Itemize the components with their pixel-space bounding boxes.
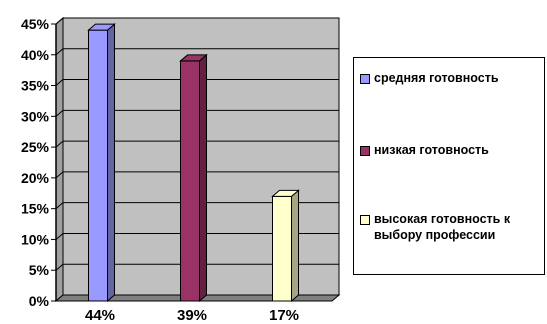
gridline	[55, 202, 339, 210]
gridline	[55, 17, 339, 25]
bars	[87, 23, 300, 303]
y-tick-label: 5%	[29, 262, 50, 278]
y-tick-label: 10%	[21, 231, 50, 247]
bar-side-shade	[199, 54, 207, 301]
bar-front	[88, 29, 108, 302]
x-category-label: 44%	[85, 307, 115, 324]
bar-side-shade	[107, 24, 115, 302]
legend-item-high: высокая готовность к выбору профессии	[360, 211, 546, 243]
y-tick-label: 30%	[21, 108, 50, 124]
x-category-label: 39%	[177, 307, 207, 324]
gridline	[55, 109, 339, 117]
bar-top	[179, 54, 208, 62]
bar	[179, 53, 208, 303]
legend-swatch-high	[360, 215, 370, 225]
x-category-label: 17%	[269, 307, 299, 324]
bar-top	[271, 189, 300, 197]
legend-label-average: средняя готовность	[374, 71, 499, 85]
gridline	[55, 171, 339, 179]
legend-item-low: низкая готовность	[360, 142, 546, 158]
legend-item-average: средняя готовность	[360, 70, 546, 86]
y-tick-label: 25%	[21, 139, 50, 155]
y-tick-label: 20%	[21, 170, 50, 186]
gridline	[55, 48, 339, 56]
legend-swatch-average	[360, 74, 370, 84]
y-axis: 0% 5% 10% 15% 20% 25% 30% 35% 40% 45%	[21, 16, 57, 309]
legend-label-high: высокая готовность к выбору профессии	[374, 212, 511, 242]
bar-side-shade	[291, 190, 299, 301]
plot-side-wall	[55, 16, 64, 303]
bar-top	[87, 23, 116, 31]
x-axis-labels: 44% 39% 17%	[85, 307, 299, 324]
gridlines	[55, 17, 339, 271]
gridline	[55, 79, 339, 86]
y-tick-label: 45%	[21, 16, 50, 32]
bar-front	[180, 60, 200, 302]
legend-swatch-low	[360, 146, 370, 156]
bar	[87, 23, 116, 303]
gridline	[55, 232, 339, 240]
gridline	[55, 140, 339, 148]
bar-front	[272, 195, 292, 302]
y-tick-label: 15%	[21, 201, 50, 217]
legend: средняя готовность низкая готовность выс…	[353, 57, 545, 275]
gridline	[55, 263, 339, 271]
y-tick-label: 35%	[21, 78, 50, 94]
bar	[271, 189, 300, 303]
legend-label-low: низкая готовность	[374, 143, 489, 157]
y-tick-label: 0%	[29, 293, 50, 309]
y-tick-label: 40%	[21, 47, 50, 63]
